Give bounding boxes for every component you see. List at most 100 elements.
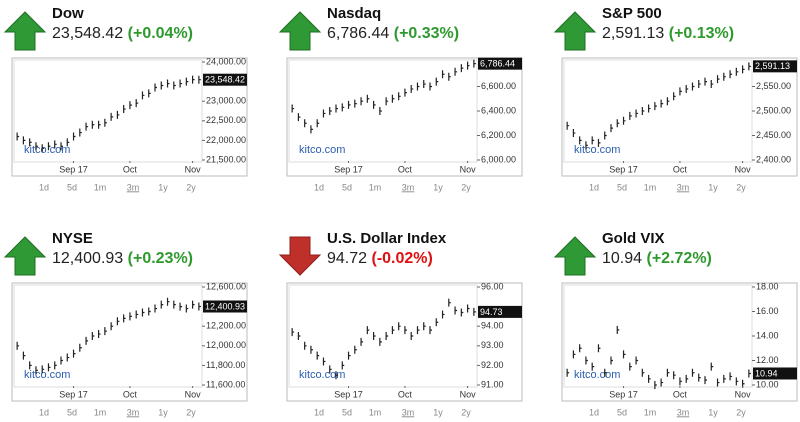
chart-frame [286,282,523,402]
y-tick-label: 11,800.00 [206,360,245,370]
range-button[interactable]: 1d [39,182,49,192]
price-line: 12,400.93 (+0.23%) [52,250,193,267]
x-tick-label: Oct [123,164,138,174]
watermark: kitco.com [299,144,345,156]
range-button[interactable]: 3m [677,182,690,192]
range-button[interactable]: 3m [127,407,140,417]
x-tick-label: Nov [460,389,477,399]
chart-frame [286,57,523,177]
range-button[interactable]: 3m [402,182,415,192]
last-value-badge [753,60,797,73]
price-bar [635,356,639,365]
price-bar [685,84,689,93]
range-button[interactable]: 1m [94,407,107,417]
price-bar [173,300,176,309]
price-bar [660,378,664,387]
price: 6,786.44 [327,25,389,42]
range-button[interactable]: 1y [708,407,718,417]
range-button[interactable]: 1d [589,407,599,417]
range-button[interactable]: 1m [369,407,382,417]
change: (+0.23%) [128,250,193,267]
range-button[interactable]: 5d [342,407,352,417]
price-bar [54,361,57,370]
price-bar [635,109,639,118]
range-button[interactable]: 5d [67,182,77,192]
price-bar [591,136,595,145]
price-bar [148,307,151,316]
range-button[interactable]: 1d [314,407,324,417]
price-bar [597,344,601,353]
price-bar [467,304,470,313]
price-bar [166,297,170,306]
range-button[interactable]: 1d [314,182,324,192]
range-button[interactable]: 1y [158,182,168,192]
price-bar [322,357,326,366]
price-bar [735,377,739,386]
range-button[interactable]: 2y [736,407,746,417]
range-button[interactable]: 2y [461,182,471,192]
price-bar [98,120,101,129]
price-bar [366,94,370,103]
range-button[interactable]: 5d [67,407,77,417]
range-button[interactable]: 1m [644,407,657,417]
price-bar [435,318,439,327]
y-tick-label: 2,550.00 [756,81,791,91]
price-bar [723,72,726,81]
range-button[interactable]: 1y [708,182,718,192]
price-bar [616,119,620,128]
range-button[interactable]: 1d [589,182,599,192]
price-bar [385,97,389,106]
price-bar [16,341,20,350]
range-button[interactable]: 1y [158,407,168,417]
change: (-0.02%) [372,250,433,267]
range-button[interactable]: 2y [461,407,471,417]
range-button[interactable]: 3m [127,182,140,192]
market-card: U.S. Dollar Index 94.72 (-0.02%) kitco.com… [278,230,523,417]
x-tick-label: Oct [673,389,688,399]
range-button[interactable]: 5d [617,407,627,417]
price-bar [304,341,307,350]
change: (+0.13%) [669,25,734,42]
price-bar [691,82,695,91]
price-bar [666,368,670,377]
price-bar [416,326,420,335]
price-bar [454,67,458,76]
range-button[interactable]: 5d [342,182,352,192]
x-tick-label: Nov [185,389,202,399]
range-button[interactable]: 2y [186,182,196,192]
range-button[interactable]: 2y [736,182,746,192]
range-button[interactable]: 1d [39,407,49,417]
y-tick-label: 14.00 [756,330,779,340]
price-bar [679,87,682,96]
price-bar [435,77,439,86]
y-tick-label: 6,400.00 [481,105,516,115]
price-bar [385,332,389,340]
price-bar [723,374,726,383]
price-bar [591,362,595,371]
range-button[interactable]: 5d [617,182,627,192]
price-bar [622,116,626,125]
range-button[interactable]: 3m [677,407,690,417]
range-button[interactable]: 1m [369,182,382,192]
range-button[interactable]: 1y [433,407,443,417]
price-bar [141,308,145,317]
y-tick-label: 94.00 [481,321,504,331]
range-button[interactable]: 1m [644,182,657,192]
price-bar [85,122,89,131]
price-bar [135,99,139,108]
y-tick-label: 12,600.00 [206,281,246,291]
price-bar [72,132,76,141]
price-bar [185,77,189,86]
range-button[interactable]: 3m [402,407,415,417]
price-bar [710,80,714,89]
range-button[interactable]: 2y [186,407,196,417]
price-bar [704,77,707,86]
range-button[interactable]: 1m [94,182,107,192]
price-bar [16,132,20,141]
price-bar [448,72,451,81]
last-value-label: 12,400.93 [205,301,245,311]
range-button[interactable]: 1y [433,182,443,192]
price-bar [579,344,582,353]
price-bar [110,322,114,331]
